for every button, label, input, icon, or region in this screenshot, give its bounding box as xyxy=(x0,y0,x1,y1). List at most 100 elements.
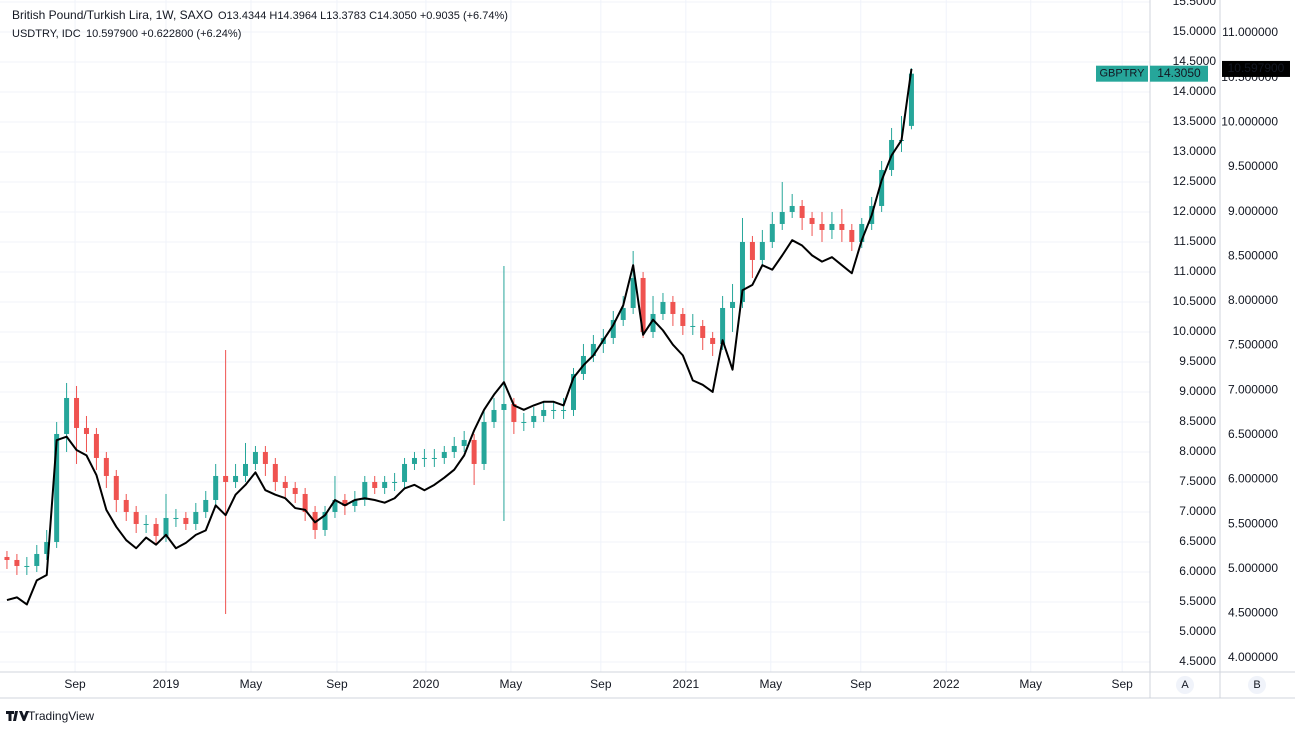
axis-button-label: A xyxy=(1181,679,1189,691)
y-tick-label: 9.5000 xyxy=(1179,354,1216,368)
y2-tick-label: 8.000000 xyxy=(1228,293,1278,307)
candle-body xyxy=(14,559,20,566)
x-tick-label: Sep xyxy=(850,677,872,691)
y-tick-label: 7.5000 xyxy=(1179,474,1216,488)
x-tick-label: Sep xyxy=(1111,677,1133,691)
candle-body xyxy=(183,517,189,524)
candle-body xyxy=(411,457,417,464)
candle-body xyxy=(859,223,865,242)
candle-body xyxy=(362,481,368,500)
legend-values: O13.4344 H14.3964 L13.3783 C14.3050 +0.9… xyxy=(218,10,508,22)
candle-body xyxy=(392,481,398,483)
y2-tick-label: 4.000000 xyxy=(1228,650,1278,664)
candle-body xyxy=(123,499,129,512)
candle-body xyxy=(590,343,596,356)
candle-body xyxy=(829,223,835,230)
y2-tick-label: 8.500000 xyxy=(1228,248,1278,262)
brand: TradingView xyxy=(28,709,94,723)
axis-button[interactable] xyxy=(1176,676,1194,694)
y-tick-label: 13.0000 xyxy=(1173,144,1217,158)
y-tick-label: 8.0000 xyxy=(1179,444,1216,458)
candle-body xyxy=(720,307,726,344)
candle-body xyxy=(501,403,507,410)
y2-tick-label: 9.500000 xyxy=(1228,159,1278,173)
candle-body xyxy=(93,433,99,458)
x-tick-label: Sep xyxy=(326,677,348,691)
x-tick-label: May xyxy=(240,677,263,691)
candle-body xyxy=(640,277,646,332)
line-series xyxy=(6,68,913,606)
candle-body xyxy=(660,301,666,314)
candle-body xyxy=(451,445,457,452)
candle-body xyxy=(332,499,338,512)
candle-body xyxy=(789,205,795,212)
y-tick-label: 12.0000 xyxy=(1173,204,1217,218)
x-tick-label: Sep xyxy=(64,677,86,691)
candle-body xyxy=(213,475,219,500)
candle-body xyxy=(193,511,199,524)
y-tick-label: 8.5000 xyxy=(1179,414,1216,428)
candle-body xyxy=(143,523,149,525)
y-tick-label: 5.0000 xyxy=(1179,624,1216,638)
candle-body xyxy=(511,403,517,422)
y-tick-label: 4.5000 xyxy=(1179,654,1216,668)
candle-body xyxy=(531,415,537,422)
y2-tick-label: 6.500000 xyxy=(1228,427,1278,441)
x-tick-label: May xyxy=(759,677,782,691)
candle-body xyxy=(431,457,437,459)
candle-body xyxy=(461,439,467,446)
candle-body xyxy=(620,307,626,320)
candle-body xyxy=(521,421,527,423)
y-tick-label: 5.5000 xyxy=(1179,594,1216,608)
candle-body xyxy=(44,541,50,554)
candle-body xyxy=(839,223,845,230)
plot xyxy=(4,68,914,614)
logo-icon xyxy=(6,711,29,721)
legend-values: 10.597900 +0.622800 (+6.24%) xyxy=(86,28,241,40)
y-tick-label: 11.0000 xyxy=(1174,264,1217,278)
candle-body xyxy=(610,319,616,338)
candle-body xyxy=(471,439,477,464)
y-tick-label: 9.0000 xyxy=(1179,384,1216,398)
candle-body xyxy=(243,463,249,476)
y2-tick-label: 4.500000 xyxy=(1228,606,1278,620)
legend-title: USDTRY, IDC xyxy=(12,28,81,40)
candle-body xyxy=(650,313,656,332)
candle-body xyxy=(223,475,229,482)
candle-body xyxy=(54,433,60,542)
x-tick-label: May xyxy=(500,677,523,691)
candle-body xyxy=(680,313,686,326)
y-tick-label: 7.0000 xyxy=(1179,504,1216,518)
y-tick-label: 10.5000 xyxy=(1173,294,1217,308)
y2-tick-label: 11.000000 xyxy=(1222,25,1278,39)
candle-body xyxy=(4,556,10,560)
y-tick-label: 10.0000 xyxy=(1173,324,1217,338)
candle-body xyxy=(481,421,487,464)
axis-button-label: B xyxy=(1253,679,1260,691)
candle-body xyxy=(739,241,745,302)
x-tick-label: Sep xyxy=(590,677,612,691)
x-tick-label: May xyxy=(1019,677,1042,691)
candle-body xyxy=(551,409,557,411)
candle-body xyxy=(282,481,288,488)
y2-tick-label: 7.000000 xyxy=(1228,382,1278,396)
y-tick-label: 14.0000 xyxy=(1173,84,1217,98)
series-name-badge xyxy=(1096,65,1148,82)
candle-body xyxy=(262,451,268,464)
x-tick-label: 2022 xyxy=(933,677,960,691)
candle-body xyxy=(849,229,855,242)
candle-body xyxy=(730,301,736,308)
candle-body xyxy=(173,517,179,519)
y-tick-label: 14.5000 xyxy=(1173,54,1217,68)
candle-body xyxy=(441,451,447,458)
candle-body xyxy=(133,511,139,524)
candle-body xyxy=(908,73,914,126)
candle-body xyxy=(769,223,775,242)
candle-body xyxy=(561,409,567,411)
axis-button[interactable] xyxy=(1248,676,1266,694)
logo[interactable]: TradingView xyxy=(6,709,94,723)
x-tick-label: 2021 xyxy=(672,677,699,691)
y-tick-label: 11.5000 xyxy=(1174,234,1217,248)
y2-tick-label: 7.500000 xyxy=(1228,338,1278,352)
